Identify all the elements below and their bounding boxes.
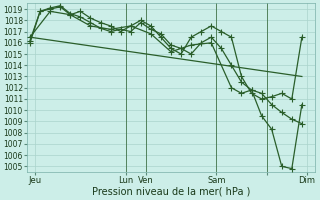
X-axis label: Pression niveau de la mer( hPa ): Pression niveau de la mer( hPa )	[92, 187, 250, 197]
